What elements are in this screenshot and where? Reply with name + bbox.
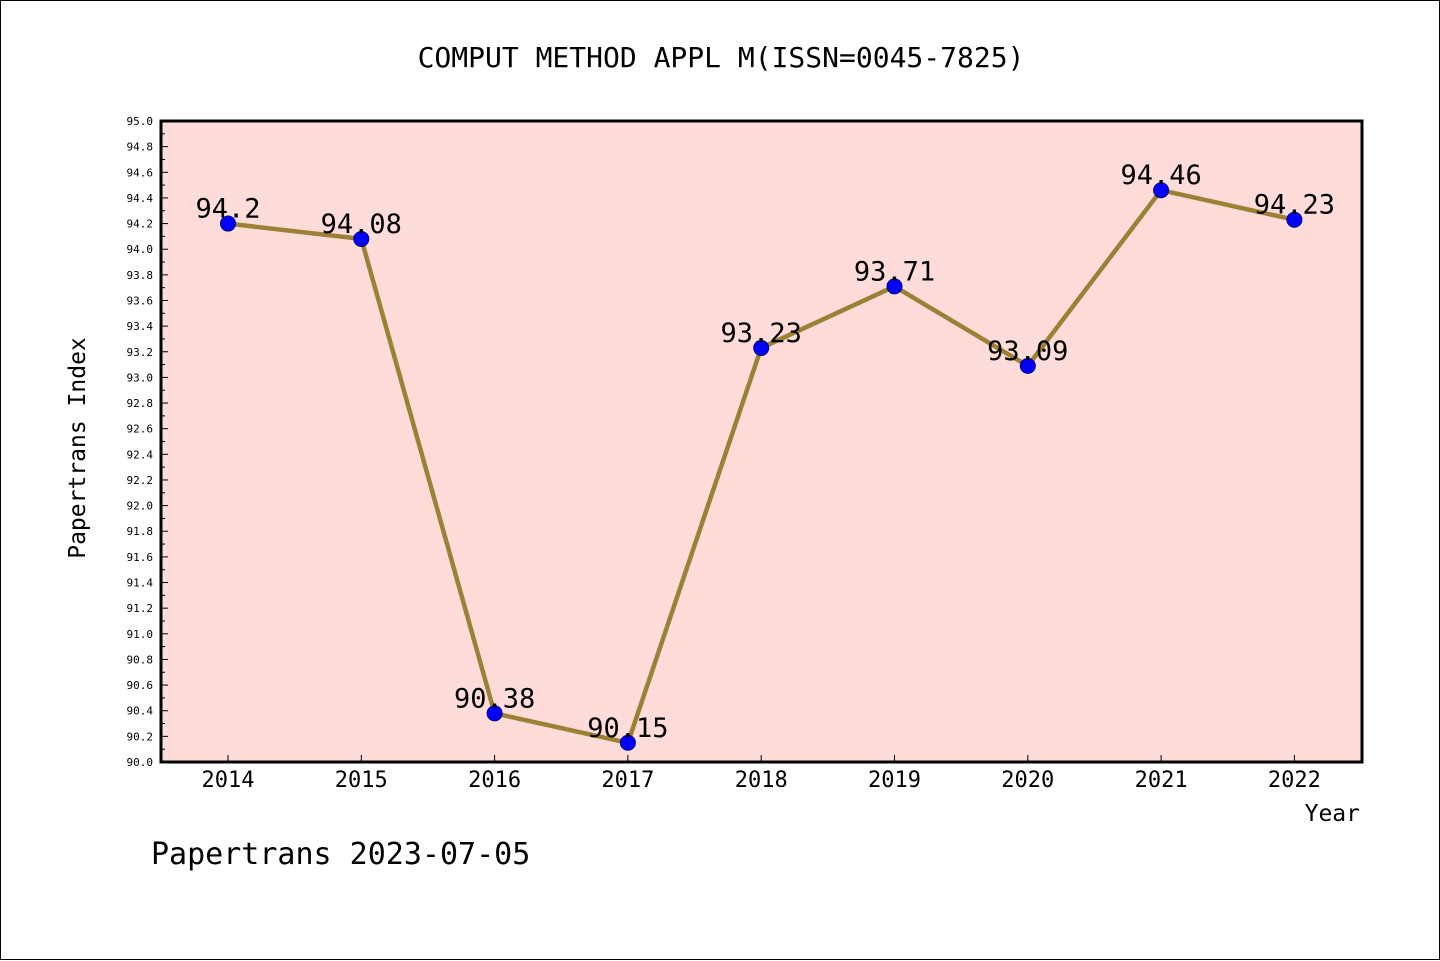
chart-title: COMPUT METHOD APPL M(ISSN=0045-7825) bbox=[418, 41, 1025, 74]
data-label: 94.2 bbox=[195, 194, 260, 225]
x-axis: 2014 2015 2016 2017 2018 2019 2020 2021 2022 bbox=[202, 755, 1321, 793]
y-axis-label: Papertrans Index bbox=[65, 337, 91, 559]
y-tick-label: 90.8 bbox=[127, 653, 154, 666]
y-tick-label: 93.0 bbox=[127, 371, 154, 384]
x-tick-label: 2015 bbox=[335, 768, 388, 793]
plot-area bbox=[159, 119, 1364, 764]
data-label: 94.46 bbox=[1120, 160, 1201, 191]
y-tick-label: 90.0 bbox=[127, 756, 154, 769]
series-markers bbox=[220, 182, 1303, 751]
data-point bbox=[1286, 211, 1303, 228]
y-tick-label: 90.6 bbox=[127, 679, 154, 692]
data-label: 94.23 bbox=[1254, 190, 1335, 221]
y-tick-label: 91.8 bbox=[127, 525, 154, 538]
y-tick-label: 91.4 bbox=[127, 577, 154, 590]
x-tick-label: 2017 bbox=[601, 768, 654, 793]
y-tick-label: 92.6 bbox=[127, 423, 154, 436]
data-label: 94.08 bbox=[321, 209, 402, 240]
data-label: 90.38 bbox=[454, 683, 535, 714]
y-tick-label: 92.0 bbox=[127, 500, 154, 513]
y-tick-label: 94.8 bbox=[127, 141, 154, 154]
data-point bbox=[886, 278, 903, 295]
y-tick-label: 94.4 bbox=[127, 192, 154, 205]
data-labels: 94.2 94.08 90.38 90.15 93.23 93.71 93.09 94.46 9… bbox=[195, 160, 1335, 744]
data-point bbox=[220, 215, 236, 232]
x-tick-label: 2014 bbox=[202, 768, 255, 793]
y-tick-label: 91.2 bbox=[127, 602, 154, 615]
x-tick-label: 2019 bbox=[868, 768, 921, 793]
y-tick-label: 95.0 bbox=[127, 115, 154, 128]
data-label: 90.15 bbox=[587, 713, 668, 744]
y-axis: 90.0 90.2 90.4 90.6 90.8 91.0 91.2 91.4 91.6 91.8… bbox=[127, 115, 168, 769]
y-tick-label: 94.6 bbox=[127, 166, 154, 179]
footer-credit: Papertrans 2023-07-05 bbox=[151, 837, 530, 872]
y-tick-label: 92.2 bbox=[127, 474, 154, 487]
x-tick-label: 2020 bbox=[1001, 768, 1054, 793]
data-point bbox=[619, 734, 636, 751]
y-tick-label: 94.0 bbox=[127, 243, 154, 256]
x-tick-label: 2022 bbox=[1268, 768, 1321, 793]
x-tick-label: 2021 bbox=[1135, 768, 1188, 793]
y-tick-label: 93.4 bbox=[127, 320, 154, 333]
y-tick-label: 90.4 bbox=[127, 705, 154, 718]
y-tick-label: 93.8 bbox=[127, 269, 154, 282]
data-label: 93.23 bbox=[721, 318, 802, 349]
y-tick-label: 91.6 bbox=[127, 551, 154, 564]
data-point bbox=[1153, 182, 1170, 199]
y-tick-label: 92.4 bbox=[127, 448, 154, 461]
x-tick-label: 2016 bbox=[468, 768, 521, 793]
x-tick-label: 2018 bbox=[735, 768, 788, 793]
data-point bbox=[753, 339, 770, 356]
data-label: 93.09 bbox=[987, 336, 1068, 367]
data-point bbox=[1019, 357, 1036, 374]
data-label: 93.71 bbox=[854, 256, 935, 287]
y-tick-label: 92.8 bbox=[127, 397, 154, 410]
data-point bbox=[486, 705, 503, 722]
data-point bbox=[353, 230, 370, 247]
x-axis-label: Year bbox=[1305, 801, 1360, 827]
y-tick-label: 93.6 bbox=[127, 294, 154, 307]
y-tick-label: 90.2 bbox=[127, 730, 154, 743]
y-tick-label: 91.0 bbox=[127, 628, 154, 641]
y-tick-label: 93.2 bbox=[127, 346, 154, 359]
y-tick-label: 94.2 bbox=[127, 218, 154, 231]
